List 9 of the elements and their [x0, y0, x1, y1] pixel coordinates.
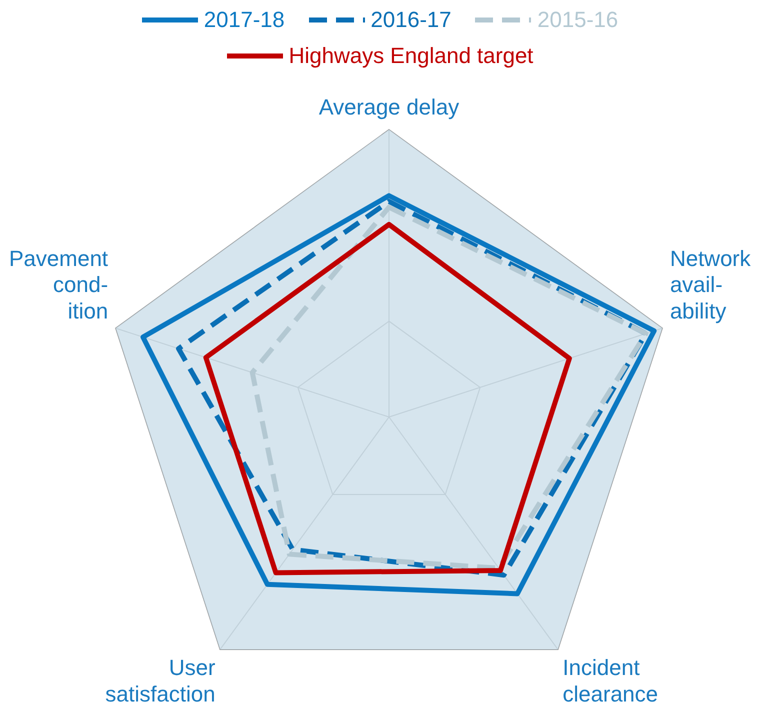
spoke-label: Network avail- ability — [670, 246, 752, 324]
spoke-label: Average delay — [318, 94, 460, 120]
legend-label: Highways England target — [288, 43, 534, 69]
spoke-label: Incident clearance — [562, 655, 658, 707]
legend-label: 2017-18 — [204, 7, 285, 33]
legend-label: 2016-17 — [370, 7, 452, 33]
legend-label: 2015-16 — [537, 7, 618, 33]
spoke-label: Pavement cond- ition — [8, 246, 108, 324]
spoke-label: User satisfaction — [105, 655, 216, 707]
